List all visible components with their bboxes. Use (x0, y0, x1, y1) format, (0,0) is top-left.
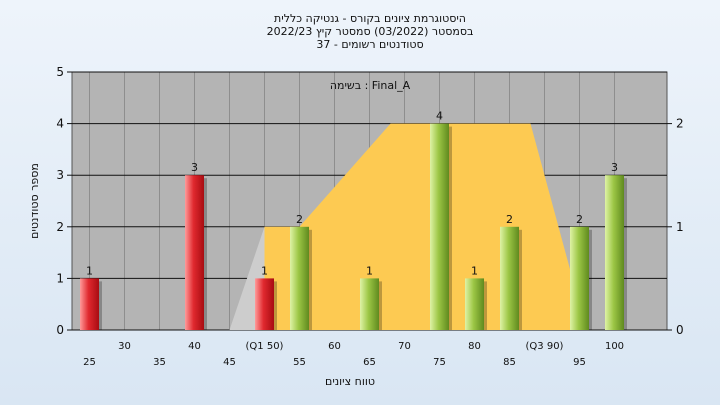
y2-tick-label: 1 (676, 220, 684, 234)
x-tick-label: 60 (328, 341, 341, 352)
x-tick-label: 100 (605, 341, 624, 352)
x-tick-label: 35 (153, 357, 166, 368)
x-axis-ticks: 25 30 35 40 45 (Q1 50) 55 60 65 70 75 80 85 (Q3 90) 95… (83, 341, 624, 368)
bar-value-label: 2 (576, 213, 583, 226)
x-tick-label: 95 (573, 357, 586, 368)
bars (80, 123, 627, 330)
x-tick-label: 75 (433, 357, 446, 368)
chart-annotation: בשימה : Final_A (330, 79, 411, 92)
bar (80, 278, 99, 330)
bar-value-label: 3 (611, 161, 618, 174)
title-line-1: היסטוגרמת ציונים בקורס - גנטיקה כללית (274, 12, 466, 25)
bar (430, 123, 449, 330)
bar-value-label: 2 (506, 213, 513, 226)
y-tick-label: 5 (56, 65, 64, 79)
bar (465, 278, 484, 330)
bar (255, 278, 274, 330)
y2-tick-label: 0 (676, 323, 684, 337)
bar-data-labels: 1 3 1 2 1 4 1 2 2 3 (86, 110, 618, 278)
y-tick-label: 1 (56, 271, 64, 285)
bar-value-label: 3 (191, 161, 198, 174)
x-tick-label: 40 (188, 341, 201, 352)
x-tick-label: 80 (468, 341, 481, 352)
x-tick-label: (Q1 50) (246, 341, 284, 352)
y-axis-label: מספר סטודנטים (28, 163, 41, 239)
bar (500, 226, 519, 330)
title-line-3: סטודנטים רשומים - 37 (316, 38, 423, 51)
bar (360, 278, 379, 330)
bar (290, 226, 309, 330)
bar-value-label: 1 (86, 264, 93, 277)
x-tick-label: 25 (83, 357, 96, 368)
bar-value-label: 1 (366, 264, 373, 277)
bar-value-label: 1 (261, 264, 268, 277)
bar-value-label: 2 (296, 213, 303, 226)
x-tick-label: 45 (223, 357, 236, 368)
x-tick-label: 85 (503, 357, 516, 368)
bar-value-label: 4 (436, 110, 443, 123)
y2-tick-label: 2 (676, 117, 684, 131)
title-line-2: בסמסטר (03/2022) סמסטר קיץ 2022/23 (267, 25, 474, 38)
x-tick-label: 65 (363, 357, 376, 368)
bar (570, 226, 589, 330)
x-tick-label: 30 (118, 341, 131, 352)
y-axis-ticks: 0 1 2 3 4 5 (56, 65, 72, 337)
x-tick-label: 70 (398, 341, 411, 352)
y2-axis-ticks: 0 1 2 (667, 117, 684, 337)
y-tick-label: 2 (56, 220, 64, 234)
x-axis-label: טווח ציונים (325, 375, 375, 388)
x-tick-label: (Q3 90) (526, 341, 564, 352)
y-tick-label: 0 (56, 323, 64, 337)
chart-title: היסטוגרמת ציונים בקורס - גנטיקה כללית בס… (267, 12, 474, 51)
bar (605, 175, 624, 330)
y-tick-label: 4 (56, 117, 64, 131)
bar-value-label: 1 (471, 264, 478, 277)
y-tick-label: 3 (56, 168, 64, 182)
x-tick-label: 55 (293, 357, 306, 368)
bar (185, 175, 204, 330)
